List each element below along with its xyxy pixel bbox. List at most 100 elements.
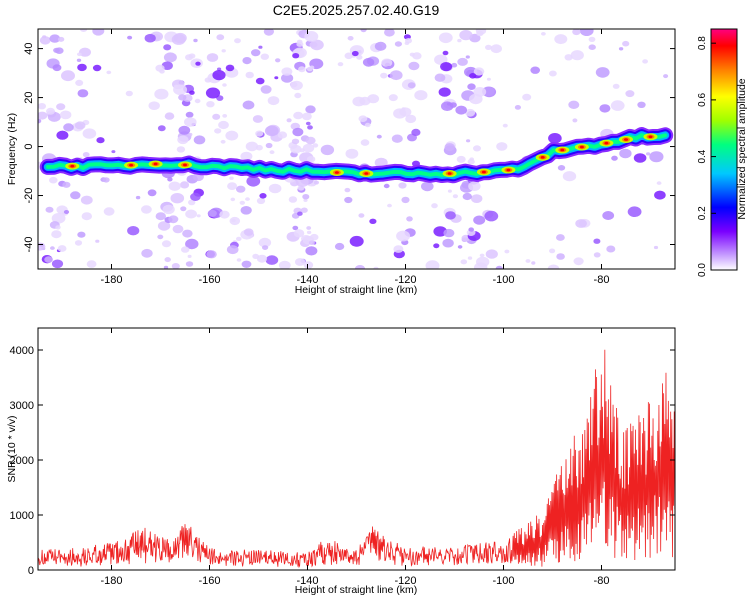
- spectrogram-noise-blob: [619, 148, 632, 159]
- spectrogram-noise-blob: [204, 77, 212, 83]
- spectrogram-noise-blob: [163, 44, 172, 51]
- spectrogram-noise-blob: [193, 38, 198, 43]
- spectrogram-noise-blob: [82, 152, 90, 158]
- spectrogram-noise-blob: [469, 157, 475, 161]
- spectrogram-xlabel: Height of straight line (km): [295, 284, 418, 296]
- spectrogram-noise-blob: [404, 41, 410, 45]
- spectrogram-noise-blob: [221, 49, 226, 53]
- spectrogram-noise-blob: [310, 39, 324, 51]
- spectrogram-noise-blob: [449, 102, 457, 108]
- spectrogram-noise-blob: [226, 245, 239, 255]
- colorbar-tick-label: 0.4: [697, 149, 708, 163]
- spectrogram-peak-center: [481, 170, 486, 174]
- spectrogram-noise-blob: [245, 197, 250, 201]
- spectrogram-noise-blob: [475, 29, 487, 35]
- spectrogram-noise-blob: [157, 125, 166, 132]
- spectrogram-noise-blob: [259, 193, 267, 199]
- spectrogram-noise-blob: [296, 41, 304, 47]
- spectrogram-noise-blob: [599, 104, 611, 113]
- spectrogram-noise-blob: [159, 69, 165, 74]
- spectrogram-noise-blob: [380, 72, 388, 79]
- spectrogram-noise-blob: [557, 165, 566, 171]
- spectrogram-noise-blob: [51, 259, 64, 269]
- spectrogram-noise-blob: [77, 52, 82, 57]
- spectrogram-noise-blob: [612, 83, 620, 89]
- spectrogram-noise-blob: [570, 50, 584, 61]
- spectrogram-noise-blob: [274, 76, 279, 80]
- spectrogram-noise-blob: [469, 73, 477, 79]
- spectrogram-noise-blob: [75, 79, 84, 86]
- spectrogram-peak-center: [153, 162, 158, 166]
- spectrogram-noise-blob: [70, 191, 81, 200]
- spectrogram-noise-blob: [193, 135, 206, 145]
- spectrogram-noise-blob: [606, 245, 616, 253]
- spectrogram-noise-blob: [227, 182, 238, 191]
- spectrogram-noise-blob: [286, 118, 292, 123]
- spectrogram-noise-blob: [187, 254, 192, 258]
- spectrogram-noise-blob: [374, 157, 388, 168]
- spectrogram-noise-blob: [364, 122, 371, 128]
- spectrogram-peak-center: [648, 135, 653, 139]
- spectrogram-noise-blob: [303, 261, 314, 269]
- spectrogram-noise-blob: [57, 36, 65, 42]
- spectrogram-noise-blob: [206, 53, 219, 62]
- spectrogram-noise-blob: [473, 87, 487, 97]
- y-tick-label: -20: [23, 188, 35, 204]
- spectrogram-noise-blob: [391, 134, 403, 143]
- spectrogram-noise-blob: [179, 181, 190, 189]
- spectrogram-noise-blob: [262, 245, 269, 251]
- spectrogram-noise-blob: [387, 203, 392, 208]
- spectrogram-noise-blob: [161, 240, 172, 248]
- spectrogram-noise-blob: [549, 70, 557, 77]
- spectrogram-noise-blob: [531, 261, 536, 265]
- spectrogram-peak-center: [129, 163, 134, 167]
- y-tick-label: 0: [28, 565, 34, 577]
- spectrogram-noise-blob: [393, 245, 404, 253]
- spectrogram-noise-blob: [212, 70, 226, 81]
- spectrogram-noise-blob: [195, 61, 201, 66]
- spectrogram-noise-blob: [473, 215, 486, 225]
- spectrogram-noise-blob: [222, 83, 227, 87]
- spectrogram-noise-blob: [164, 112, 175, 120]
- spectrogram-noise-blob: [252, 115, 263, 123]
- x-tick-label: -120: [394, 575, 416, 587]
- spectrogram-noise-blob: [302, 112, 312, 121]
- spectrogram-noise-blob: [162, 204, 175, 215]
- spectrogram-peak-center: [506, 168, 511, 172]
- spectrogram-noise-blob: [593, 252, 601, 258]
- spectrogram-noise-blob: [442, 238, 454, 248]
- spectrogram-noise-blob: [445, 211, 456, 220]
- y-tick-label: 0: [23, 143, 35, 149]
- spectrogram-noise-blob: [82, 128, 97, 139]
- spectrogram-noise-blob: [351, 50, 359, 57]
- y-tick-label: 20: [23, 91, 35, 103]
- spectrogram-noise-blob: [485, 249, 498, 259]
- spectrogram-noise-blob: [278, 260, 291, 269]
- spectrogram-noise-blob: [234, 38, 241, 44]
- spectrogram-peak-center: [560, 148, 565, 152]
- spectrogram-noise-blob: [63, 210, 70, 214]
- spectrogram-noise-blob: [258, 45, 263, 49]
- spectrogram-peak-center: [540, 156, 545, 159]
- x-tick-label: -80: [594, 274, 610, 286]
- spectrogram-noise-blob: [473, 145, 481, 152]
- spectrogram-peak-center: [604, 141, 609, 145]
- snr-series-line: [38, 349, 675, 569]
- spectrogram-noise-blob: [653, 245, 659, 250]
- spectrogram-noise-blob: [176, 146, 186, 153]
- x-tick-label: -100: [492, 274, 514, 286]
- spectrogram-noise-blob: [171, 34, 186, 45]
- spectrogram-noise-blob: [302, 143, 315, 153]
- spectrogram-noise-blob: [164, 257, 171, 263]
- colorbar-label: Normalized spectral amplitude: [736, 78, 748, 219]
- spectrogram-noise-blob: [468, 227, 475, 232]
- spectrogram-noise-blob: [163, 265, 169, 269]
- spectrogram-noise-blob: [242, 100, 255, 110]
- spectrogram-noise-blob: [389, 70, 403, 81]
- spectrogram-noise-blob: [460, 259, 468, 265]
- spectrogram-peak-center: [624, 138, 628, 141]
- spectrogram-noise-blob: [218, 120, 229, 130]
- spectrogram-noise-blob: [188, 132, 193, 137]
- spectrogram-noise-blob: [181, 246, 190, 253]
- colorbar-gradient: [710, 28, 738, 271]
